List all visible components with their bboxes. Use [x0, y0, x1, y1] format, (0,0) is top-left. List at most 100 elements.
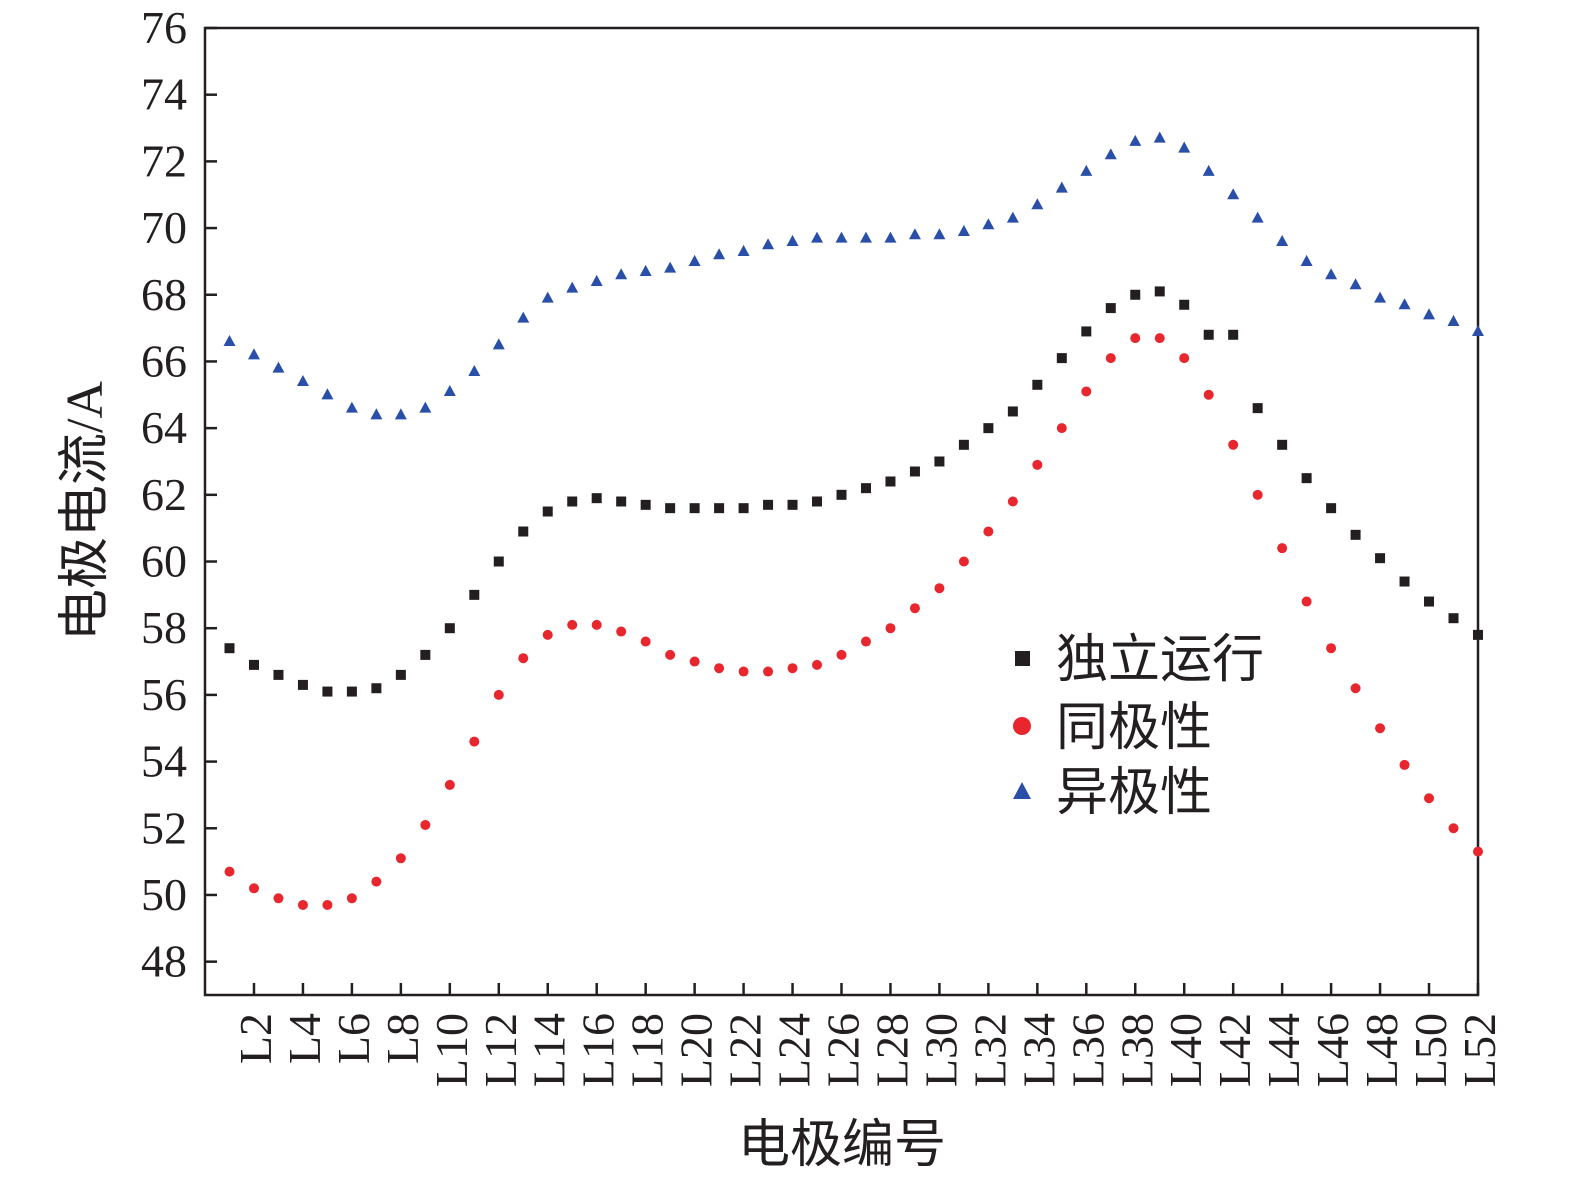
- data-point-square: [909, 466, 920, 477]
- data-point-square: [1375, 553, 1386, 564]
- data-point-square: [1081, 326, 1092, 337]
- data-point-circle: [1130, 333, 1141, 344]
- data-point-triangle: [859, 231, 872, 243]
- legend-marker-square: [1015, 651, 1030, 666]
- data-point-square: [1179, 299, 1190, 310]
- data-point-triangle: [321, 388, 334, 400]
- x-tick-label: L42: [1209, 1013, 1260, 1087]
- y-axis: 48 50 52 54 56 58 60 62 64 66 68 70 72 74 76: [141, 2, 217, 987]
- data-point-triangle: [933, 228, 946, 240]
- x-tick-label: L4: [279, 1013, 330, 1064]
- data-point-triangle: [664, 261, 677, 273]
- data-point-triangle: [615, 268, 628, 280]
- data-point-triangle: [247, 348, 260, 360]
- data-point-circle: [934, 583, 945, 594]
- data-point-square: [1105, 303, 1116, 314]
- data-point-triangle: [786, 234, 799, 246]
- data-point-triangle: [394, 408, 407, 420]
- data-point-square: [640, 499, 651, 510]
- data-point-circle: [1472, 846, 1483, 857]
- legend: 独立运行 同极性 异极性: [1013, 632, 1264, 822]
- data-point-triangle: [1202, 164, 1215, 176]
- data-point-square: [1228, 329, 1239, 340]
- data-point-square: [1130, 289, 1141, 300]
- x-tick-label: L2: [230, 1013, 281, 1064]
- data-point-square: [787, 499, 798, 510]
- data-point-square: [1007, 406, 1018, 417]
- data-point-circle: [1399, 759, 1410, 770]
- x-tick-label: L48: [1356, 1013, 1407, 1087]
- data-point-circle: [1032, 459, 1043, 470]
- data-point-circle: [836, 649, 847, 660]
- data-point-triangle: [492, 338, 505, 350]
- data-point-circle: [1375, 723, 1386, 734]
- data-point-triangle: [443, 384, 456, 397]
- data-point-circle: [909, 603, 920, 614]
- x-tick-label: L22: [720, 1013, 771, 1087]
- data-point-square: [1154, 286, 1165, 297]
- data-point-square: [1448, 613, 1459, 624]
- x-tick-label: L12: [475, 1013, 526, 1087]
- y-tick-label: 76: [141, 2, 187, 53]
- data-point-circle: [738, 666, 749, 677]
- data-point-triangle: [835, 231, 848, 243]
- data-point-square: [469, 589, 480, 600]
- data-point-triangle: [1227, 188, 1240, 200]
- x-tick-label: L26: [818, 1013, 869, 1087]
- data-point-square: [224, 643, 235, 654]
- data-point-circle: [689, 656, 700, 667]
- data-point-triangle: [737, 244, 750, 256]
- data-point-triangle: [1129, 134, 1142, 146]
- y-axis-title: 电极电流/A: [57, 381, 114, 641]
- x-axis-title: 电极编号: [738, 1117, 946, 1174]
- data-point-circle: [640, 636, 651, 647]
- data-point-square: [273, 669, 284, 680]
- data-point-square: [567, 496, 578, 507]
- legend-marker-circle: [1013, 717, 1031, 735]
- data-point-circle: [714, 663, 725, 674]
- data-point-square: [420, 649, 431, 660]
- data-point-triangle: [370, 408, 383, 420]
- data-point-circle: [885, 623, 896, 634]
- data-point-circle: [1081, 386, 1092, 397]
- x-tick-label: L6: [328, 1013, 379, 1064]
- data-point-triangle: [688, 254, 701, 266]
- data-point-circle: [395, 853, 406, 864]
- data-point-triangle: [419, 401, 432, 413]
- data-point-triangle: [1178, 141, 1191, 153]
- data-point-circle: [1277, 543, 1288, 554]
- data-point-triangle: [1300, 254, 1313, 266]
- data-point-circle: [1154, 333, 1165, 344]
- x-axis: L2L4L6L8L10L12L14L16L18L20L22L24L26L28L3…: [230, 983, 1505, 1087]
- data-marks: [223, 131, 1484, 910]
- x-tick-label: L10: [426, 1013, 477, 1087]
- data-point-triangle: [1006, 211, 1019, 223]
- data-point-circle: [1105, 353, 1116, 364]
- x-tick-label: L8: [377, 1013, 428, 1064]
- data-point-square: [934, 456, 945, 467]
- data-point-circle: [248, 883, 259, 894]
- data-point-circle: [518, 653, 529, 664]
- series-2: [224, 333, 1483, 910]
- data-point-square: [518, 526, 529, 537]
- data-point-triangle: [1276, 234, 1289, 246]
- data-point-triangle: [468, 364, 481, 377]
- data-point-circle: [493, 689, 504, 700]
- data-point-circle: [1228, 439, 1239, 450]
- data-point-square: [493, 556, 504, 567]
- y-tick-label: 72: [141, 135, 187, 186]
- x-tick-label: L34: [1013, 1013, 1064, 1087]
- data-point-square: [1252, 403, 1263, 414]
- data-point-triangle: [541, 291, 554, 303]
- data-point-circle: [812, 659, 823, 670]
- y-tick-label: 62: [141, 469, 187, 520]
- data-point-triangle: [1447, 314, 1460, 326]
- data-point-circle: [1326, 643, 1337, 654]
- data-point-triangle: [1398, 298, 1411, 310]
- data-point-square: [395, 669, 406, 680]
- data-point-circle: [444, 779, 455, 790]
- x-tick-label: L24: [769, 1013, 820, 1087]
- data-point-triangle: [1349, 278, 1362, 290]
- data-point-square: [983, 423, 994, 434]
